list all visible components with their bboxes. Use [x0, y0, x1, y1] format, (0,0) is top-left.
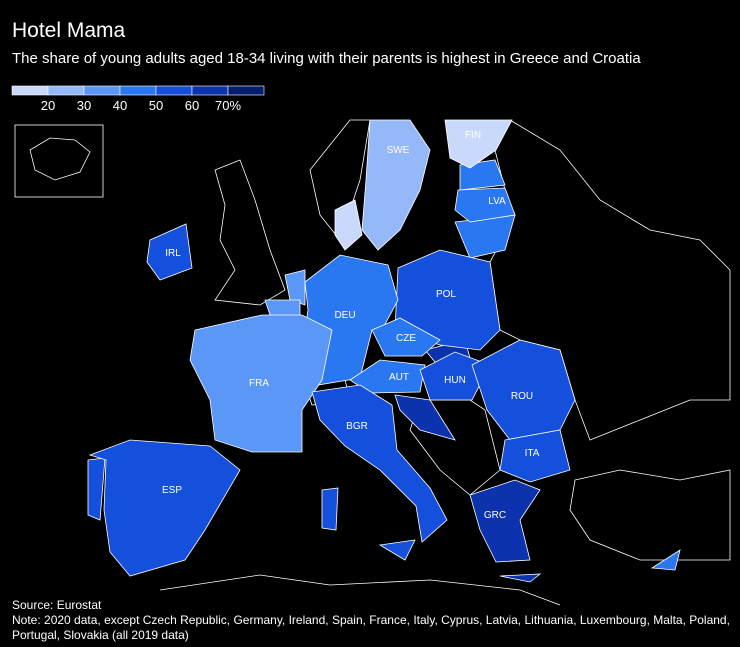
africa-coast: [159, 574, 561, 606]
country: [471, 339, 576, 441]
country: [444, 119, 513, 169]
note-line: Portugal, Slovakia (all 2019 data): [12, 628, 189, 642]
legend-label: 40: [113, 98, 127, 113]
legend-label: 50: [149, 98, 163, 113]
legend-swatch: [155, 85, 193, 96]
country-label: BGR: [346, 421, 368, 432]
cyprus: [650, 549, 681, 571]
country-label: ITA: [525, 448, 540, 459]
legend-label: 30: [77, 98, 91, 113]
legend-swatch: [47, 85, 85, 96]
country-label: FRA: [249, 378, 269, 389]
croatia: [394, 394, 456, 441]
country: [189, 314, 333, 453]
balkans: [409, 399, 501, 496]
country-label: FIN: [465, 130, 481, 141]
title: Hotel Mama: [12, 19, 126, 42]
country-label: CZE: [396, 333, 416, 344]
country: [499, 429, 571, 483]
britain: [214, 159, 286, 306]
norway: [309, 119, 371, 241]
country-label: ROU: [511, 391, 533, 402]
legend-label: 70%: [215, 98, 241, 113]
legend-swatch: [119, 85, 157, 96]
country-label: POL: [436, 289, 456, 300]
subtitle: The share of young adults aged 18-34 liv…: [12, 50, 641, 67]
country: [361, 119, 431, 251]
country: [146, 223, 193, 281]
legend-swatch: [11, 85, 49, 96]
country-label: GRC: [484, 510, 506, 521]
portugal: [87, 457, 106, 521]
iceland: [29, 137, 91, 181]
legend-label: 20: [41, 98, 55, 113]
note-line: Note: 2020 data, except Czech Republic, …: [12, 613, 730, 627]
country-label: HUN: [444, 375, 466, 386]
legend-swatch: [227, 85, 265, 96]
legend-swatch: [191, 85, 229, 96]
country: [371, 317, 441, 357]
source: Source: Eurostat: [12, 598, 102, 612]
legend: 20 30 40 50 60 70%: [11, 85, 265, 113]
country-label: IRL: [165, 248, 181, 259]
legend-label: 60: [185, 98, 199, 113]
country-label: DEU: [334, 310, 355, 321]
country: [469, 479, 542, 583]
denmark: [334, 199, 363, 251]
country-label: SWE: [387, 145, 410, 156]
country-label: LVA: [488, 196, 506, 207]
inset-box: [14, 124, 104, 198]
country-label: AUT: [389, 372, 409, 383]
countries: SWE FIN LVA IRL POL DEU CZE FRA AUT HUN ROU ITA BGR E…: [88, 119, 576, 583]
legend-swatch: [83, 85, 121, 96]
country: [454, 187, 516, 223]
turkey: [569, 469, 731, 561]
country-label: ESP: [162, 485, 182, 496]
netherlands: [284, 269, 306, 306]
country: [311, 384, 448, 561]
country: [88, 439, 241, 577]
